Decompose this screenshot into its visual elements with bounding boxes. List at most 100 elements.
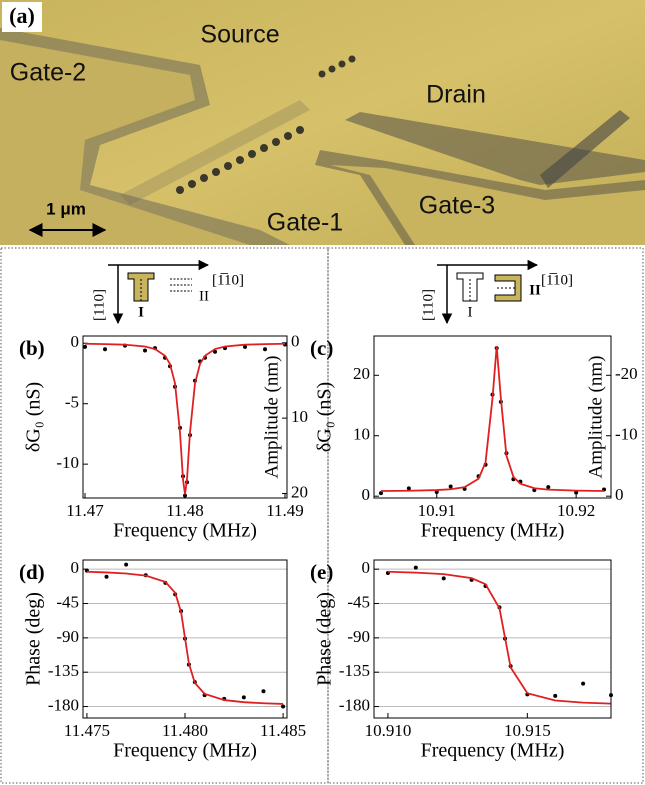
data-point bbox=[241, 695, 246, 700]
y2-axis-title: Amplitude (nm) bbox=[585, 356, 606, 479]
mode-label: I bbox=[468, 304, 473, 320]
x-tick-label: 11.480 bbox=[162, 721, 208, 740]
data-point bbox=[574, 490, 579, 495]
direction-label: [110] bbox=[91, 289, 107, 321]
region-label: Gate-2 bbox=[10, 59, 86, 87]
micrograph: (a) Source Gate-2 Drain Gate-1 Gate-3 1 … bbox=[0, 0, 645, 245]
x-tick-label: 10.910 bbox=[365, 721, 412, 740]
panel-label: (b) bbox=[19, 336, 45, 360]
fit-line bbox=[380, 346, 605, 492]
y-tick-label: 0 bbox=[362, 558, 371, 577]
mode-label: I bbox=[138, 304, 144, 320]
y2-tick-label: 0 bbox=[291, 332, 300, 351]
y-tick-label: 0 bbox=[71, 332, 80, 351]
data-point bbox=[83, 344, 87, 349]
data-point bbox=[378, 491, 383, 496]
y-tick-label: 0 bbox=[362, 485, 371, 504]
y2-axis-title: Amplitude (nm) bbox=[261, 356, 282, 479]
region-label: Drain bbox=[426, 81, 486, 109]
y-tick-label: 10 bbox=[353, 425, 370, 444]
panel-label: (c) bbox=[310, 336, 333, 360]
y-tick-label: -90 bbox=[56, 627, 79, 646]
data-point bbox=[104, 574, 109, 579]
data-point bbox=[261, 689, 266, 694]
y-axis-title: δG₀ (nS) bbox=[23, 382, 45, 452]
data-point bbox=[143, 348, 147, 353]
data-point bbox=[546, 485, 551, 490]
y-tick-label: 20 bbox=[353, 364, 370, 383]
y-tick-label: -45 bbox=[347, 592, 370, 611]
y-axis-title: δG₀ (nS) bbox=[314, 382, 336, 452]
x-tick-label: 11.475 bbox=[64, 721, 110, 740]
data-point bbox=[243, 344, 247, 349]
y2-tick-label: -10 bbox=[615, 425, 638, 444]
data-point bbox=[581, 681, 586, 686]
y-tick-label: -5 bbox=[65, 393, 79, 412]
y-axis-title: Phase (deg) bbox=[314, 592, 336, 686]
label-box bbox=[2, 2, 42, 32]
panel-frame bbox=[327, 247, 644, 784]
plot-frame bbox=[373, 559, 612, 719]
plot-area bbox=[374, 560, 611, 718]
y-tick-label: -180 bbox=[339, 695, 370, 714]
plot-frame bbox=[82, 559, 288, 719]
region-label: Source bbox=[200, 21, 279, 49]
y-tick-label: -135 bbox=[48, 661, 79, 680]
x-tick-label: 11.47 bbox=[66, 501, 104, 520]
x-axis-title: Frequency (MHz) bbox=[113, 520, 257, 542]
panel-label: (d) bbox=[19, 560, 45, 584]
y-tick-label: -180 bbox=[48, 695, 79, 714]
mode-label: II bbox=[199, 288, 209, 304]
data-point bbox=[406, 486, 411, 491]
panel-frame bbox=[0, 247, 329, 784]
fit-line bbox=[387, 570, 612, 705]
panel-label: (e) bbox=[310, 560, 333, 584]
y2-tick-label: -20 bbox=[615, 364, 638, 383]
x-axis-title: Frequency (MHz) bbox=[421, 740, 565, 762]
direction-label: [1̅10] bbox=[212, 272, 244, 288]
direction-label: [110] bbox=[420, 289, 436, 321]
x-tick-label: 10.92 bbox=[557, 501, 595, 520]
data-point bbox=[263, 347, 267, 352]
plot-area bbox=[374, 336, 611, 498]
orientation-inset: [110] [1̅10] I II bbox=[420, 259, 573, 325]
data-point bbox=[103, 347, 107, 352]
region-label: Gate-3 bbox=[419, 192, 495, 220]
x-axis-title: Frequency (MHz) bbox=[113, 740, 257, 762]
panel-label: (a) bbox=[9, 3, 35, 28]
x-tick-label: 11.49 bbox=[266, 501, 304, 520]
data-point bbox=[413, 565, 418, 570]
x-tick-label: 11.485 bbox=[260, 721, 306, 740]
y-axis-title: Phase (deg) bbox=[23, 592, 45, 686]
data-point bbox=[441, 576, 446, 581]
scale-label: 1 μm bbox=[46, 199, 86, 218]
fit-line bbox=[86, 570, 284, 705]
y2-tick-label: 10 bbox=[291, 407, 308, 426]
region-label: Gate-1 bbox=[267, 209, 343, 237]
data-point bbox=[281, 704, 286, 709]
mode-label: II bbox=[529, 282, 541, 298]
chart: 11.475 11.480 11.485 0 -45 -90 -135 -180 Frequen… bbox=[19, 558, 306, 762]
chart: 10.91 10.92 0 10 20 0 -10 -20 Amplitude (nm) Freq… bbox=[310, 335, 638, 542]
direction-label: [1̅10] bbox=[541, 272, 573, 288]
y-tick-label: 0 bbox=[71, 558, 80, 577]
data-point bbox=[183, 493, 187, 498]
plot-area bbox=[83, 336, 287, 498]
fit-line bbox=[84, 342, 286, 495]
data-point bbox=[124, 562, 129, 567]
y-tick-label: -90 bbox=[347, 627, 370, 646]
x-tick-label: 10.91 bbox=[418, 501, 456, 520]
y2-tick-label: 20 bbox=[291, 482, 308, 501]
orientation-inset: [110] [1̅10] I II bbox=[91, 259, 244, 325]
y-tick-label: -10 bbox=[56, 453, 79, 472]
y-tick-label: -45 bbox=[56, 592, 79, 611]
plot-frame bbox=[82, 335, 288, 499]
chart: 10.910 10.915 0 -45 -90 -135 -180 Frequency (MH… bbox=[310, 558, 613, 762]
x-axis-title: Frequency (MHz) bbox=[421, 520, 565, 542]
plot-frame bbox=[373, 335, 612, 499]
y-tick-label: -135 bbox=[339, 661, 370, 680]
chart: 11.47 11.48 11.49 0 -5 -10 0 10 20 Amplitude (nm)… bbox=[19, 332, 308, 542]
data-point bbox=[448, 484, 453, 489]
